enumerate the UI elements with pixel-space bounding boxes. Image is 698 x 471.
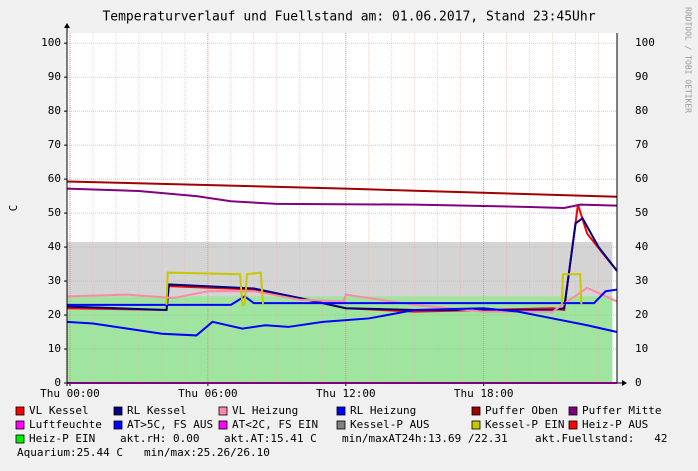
legend-swatch	[471, 420, 481, 430]
series-line	[66, 187, 618, 210]
y-tick-label: 30	[48, 274, 61, 287]
y2-tick-label: 30	[635, 274, 648, 287]
x-tick-label: Thu 12:00	[316, 387, 376, 400]
y-tick-label: 10	[48, 342, 61, 355]
info-text: min/max:25.26/26.10	[144, 446, 270, 459]
info-text: akt.Fuellstand: 42	[535, 432, 667, 445]
y2-tick-label: 20	[635, 308, 648, 321]
y2-tick-label: 90	[635, 70, 648, 83]
chart-title: Temperaturverlauf und Fuellstand am: 01.…	[102, 10, 595, 25]
legend-label: VL Kessel	[29, 404, 89, 417]
legend-label: Luftfeuchte	[29, 418, 102, 431]
x-tick-label: Thu 06:00	[178, 387, 238, 400]
legend-label: Kessel-P AUS	[350, 418, 429, 431]
legend-label: Kessel-P EIN	[485, 418, 564, 431]
legend-label: Puffer Oben	[485, 404, 558, 417]
legend-swatch	[15, 420, 25, 430]
info-text: akt.rH: 0.00	[120, 432, 199, 445]
y-tick-label: 70	[48, 138, 61, 151]
legend-swatch	[218, 406, 228, 416]
legend-swatch	[218, 420, 228, 430]
y-arrow	[64, 23, 70, 28]
legend-label: RL Heizung	[350, 404, 416, 417]
legend-swatch	[113, 420, 123, 430]
legend-label: AT<2C, FS EIN	[232, 418, 318, 431]
info-text: akt.AT:15.41 C	[224, 432, 317, 445]
legend-label: RL Kessel	[127, 404, 187, 417]
y-tick-label: 60	[48, 172, 61, 185]
y2-tick-label: 0	[635, 376, 642, 389]
series-line	[66, 180, 618, 198]
series-line	[66, 286, 618, 313]
y-tick-label: 90	[48, 70, 61, 83]
legend-label: Heiz-P AUS	[582, 418, 648, 431]
y-axis-label: C	[7, 205, 20, 212]
y-tick-label: 50	[48, 206, 61, 219]
y2-tick-label: 70	[635, 138, 648, 151]
series-line	[67, 288, 618, 306]
legend-swatch	[568, 420, 578, 430]
y2-tick-label: 60	[635, 172, 648, 185]
info-text: min/maxAT24h:13.69 /22.31	[342, 432, 508, 445]
legend-swatch	[113, 406, 123, 416]
area	[67, 296, 613, 383]
y2-tick-label: 10	[635, 342, 648, 355]
y2-tick-label: 100	[635, 36, 655, 49]
y2-tick-label: 80	[635, 104, 648, 117]
legend-swatch	[336, 420, 346, 430]
y-tick-label: 0	[54, 376, 61, 389]
legend-label: Heiz-P EIN	[29, 432, 95, 445]
legend-swatch	[15, 434, 25, 444]
x-tick-label: Thu 00:00	[40, 387, 100, 400]
watermark: RRDTOOL / TOBI OETIKER	[684, 7, 693, 113]
y-tick-label: 40	[48, 240, 61, 253]
legend-label: Puffer Mitte	[582, 404, 661, 417]
legend-swatch	[15, 406, 25, 416]
series-line	[66, 307, 618, 337]
y-tick-label: 80	[48, 104, 61, 117]
legend-swatch	[336, 406, 346, 416]
legend-swatch	[568, 406, 578, 416]
y-tick-label: 20	[48, 308, 61, 321]
y2-tick-label: 50	[635, 206, 648, 219]
legend-swatch	[471, 406, 481, 416]
y2-tick-label: 40	[635, 240, 648, 253]
x-tick-label: Thu 18:00	[454, 387, 514, 400]
legend-label: VL Heizung	[232, 404, 298, 417]
legend-label: AT>5C, FS AUS	[127, 418, 213, 431]
y-tick-label: 100	[41, 36, 61, 49]
series-line	[165, 271, 583, 306]
info-text: Aquarium:25.44 C	[17, 446, 123, 459]
x-arrow	[622, 380, 627, 386]
